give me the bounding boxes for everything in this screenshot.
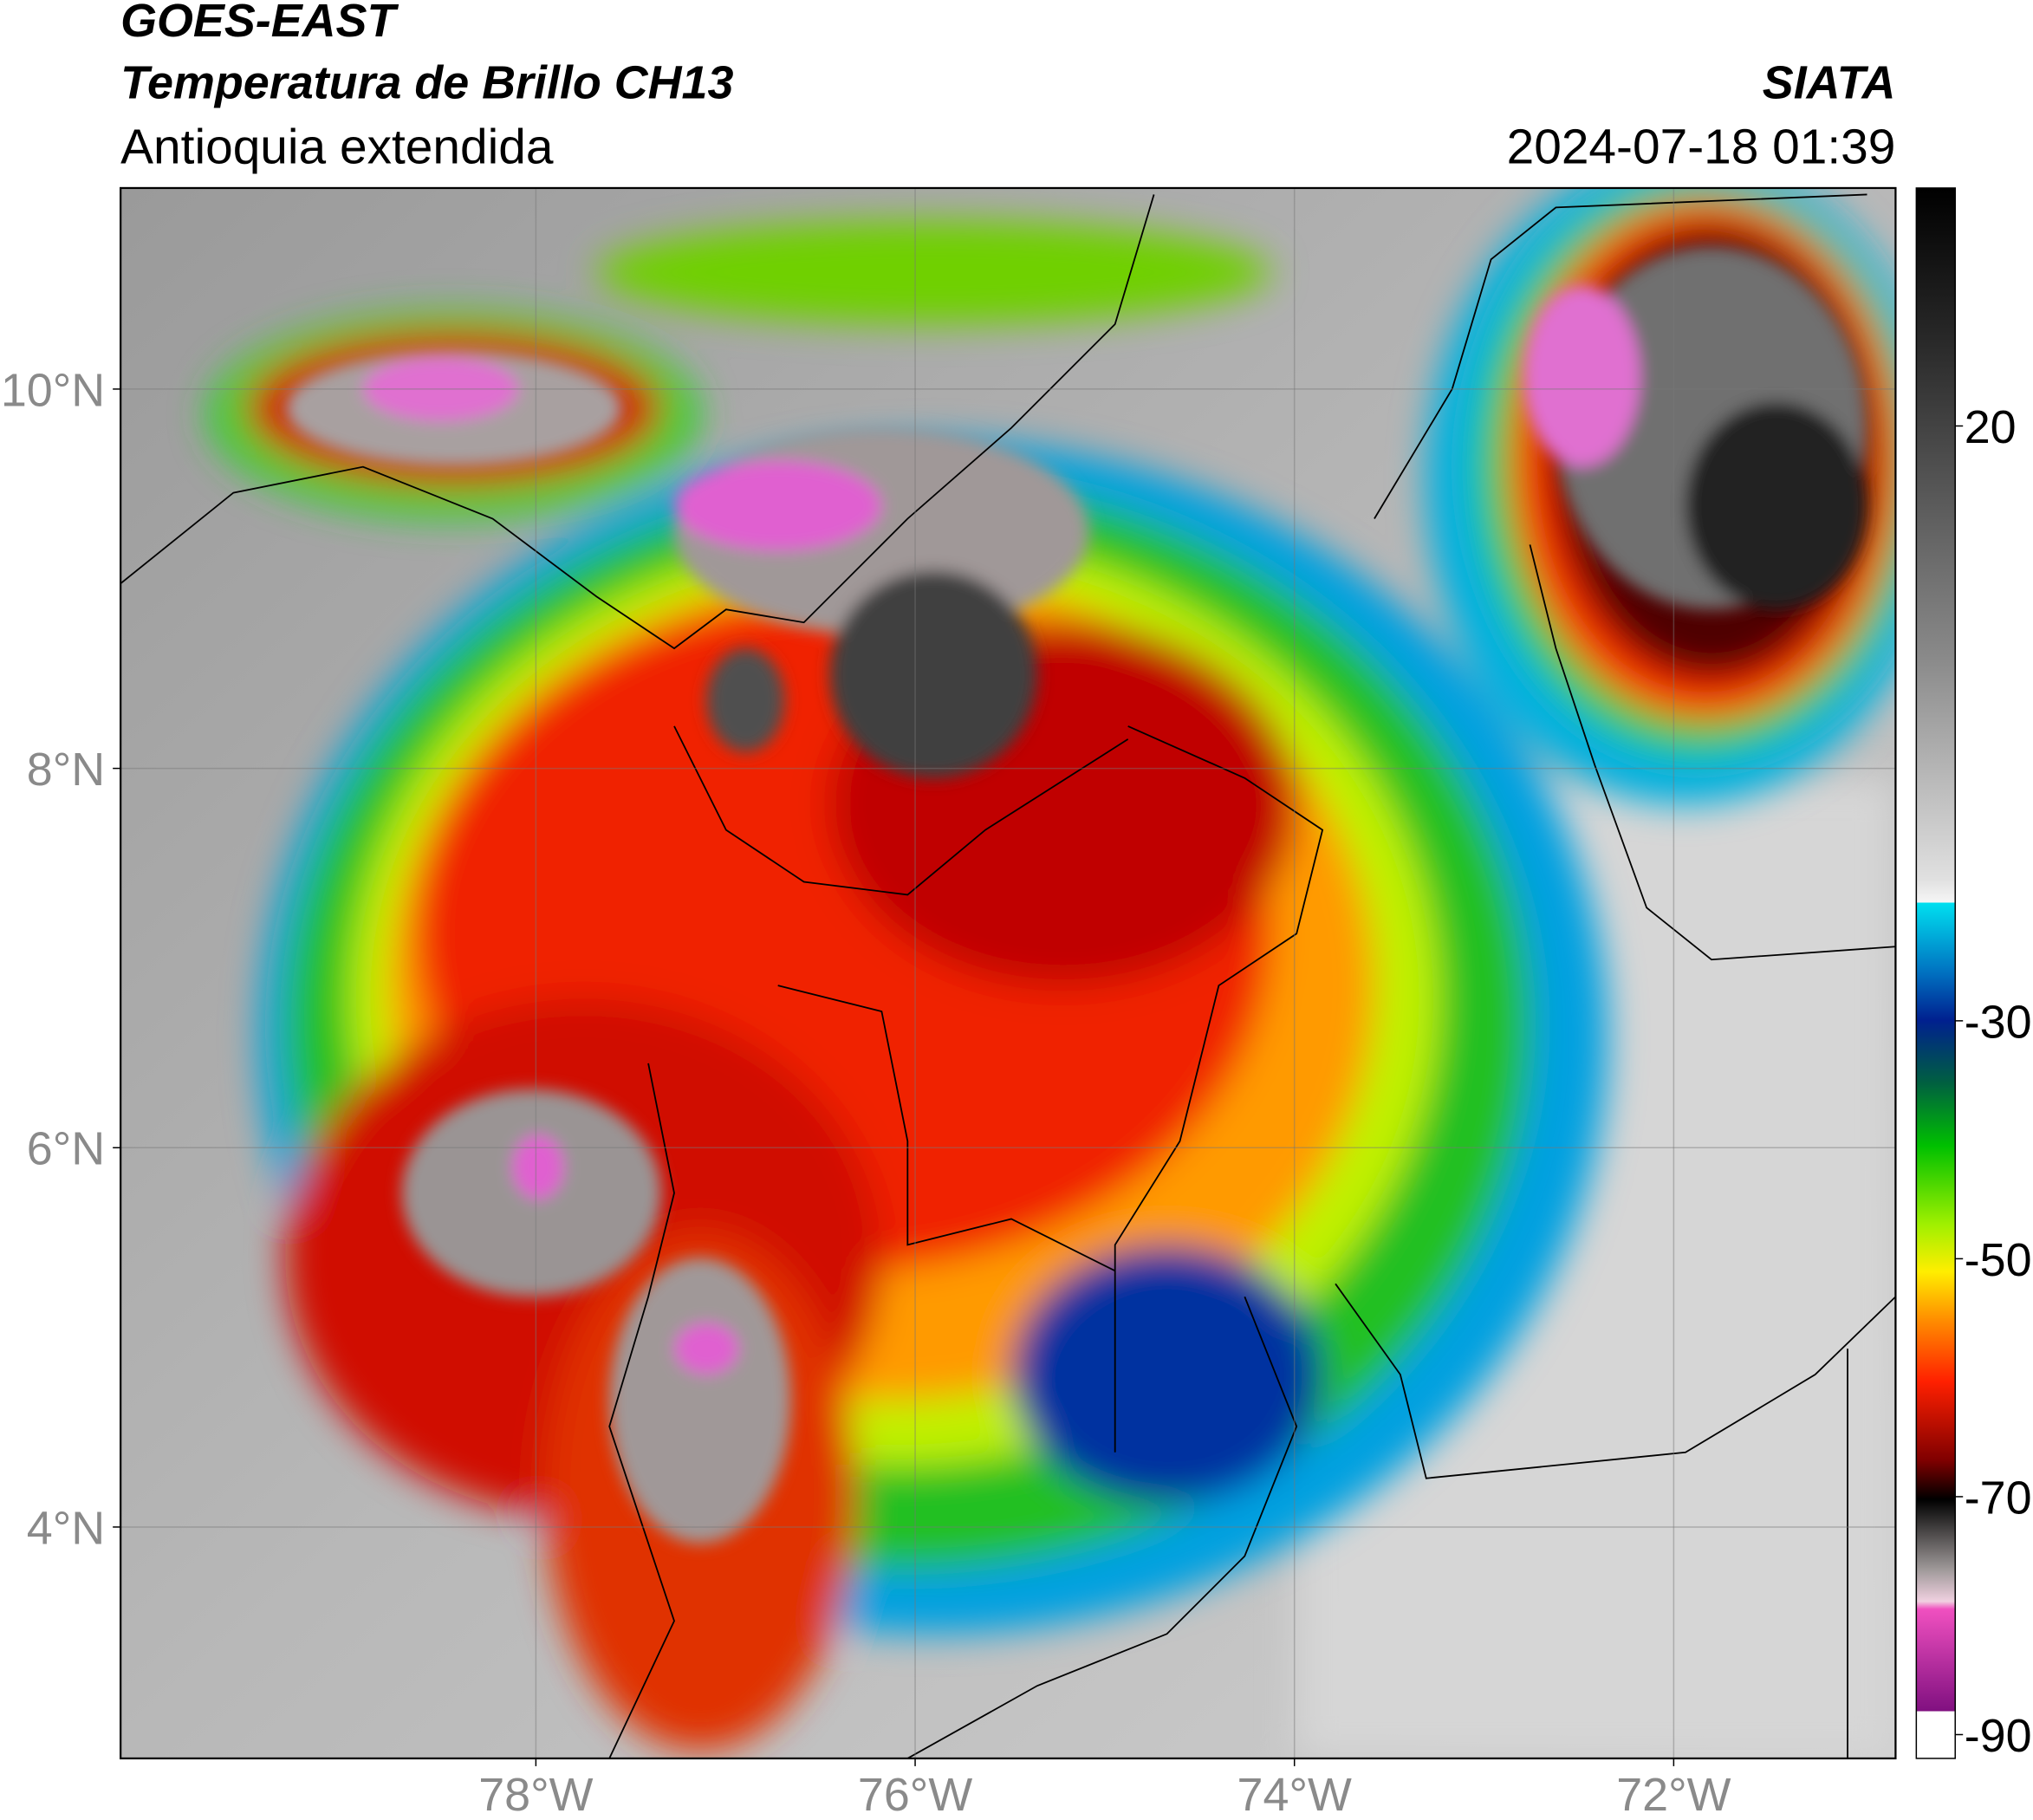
x-tick-label: 78°W bbox=[478, 1769, 593, 1820]
colorbar-tick-label: -50 bbox=[1965, 1234, 2032, 1286]
x-tick-label: 74°W bbox=[1237, 1769, 1352, 1820]
datetime: 2024-07-18 01:39 bbox=[1507, 120, 1896, 175]
region: Antioquia extendida bbox=[120, 120, 554, 175]
x-tick-label: 72°W bbox=[1616, 1769, 1731, 1820]
agency: SIATA bbox=[1763, 57, 1896, 109]
map-frame bbox=[120, 186, 1897, 1760]
y-tick-label: 10°N bbox=[1, 364, 105, 416]
colorbar-tick-label: -70 bbox=[1965, 1472, 2032, 1524]
colorbar-tick-label: -30 bbox=[1965, 996, 2032, 1048]
colorbar bbox=[1915, 187, 1956, 1759]
title: GOES-EAST bbox=[120, 0, 399, 47]
colorbar-tick-label: -90 bbox=[1965, 1710, 2032, 1762]
y-tick-label: 6°N bbox=[27, 1123, 105, 1175]
y-tick-label: 4°N bbox=[27, 1502, 105, 1554]
colorbar-tick-label: 20 bbox=[1965, 401, 2017, 453]
y-tick-label: 8°N bbox=[27, 744, 105, 796]
satellite-image bbox=[120, 187, 1896, 1758]
grid bbox=[120, 187, 1896, 1758]
x-tick-label: 76°W bbox=[858, 1769, 972, 1820]
subtitle: Temperatura de Brillo CH13 bbox=[120, 57, 733, 109]
